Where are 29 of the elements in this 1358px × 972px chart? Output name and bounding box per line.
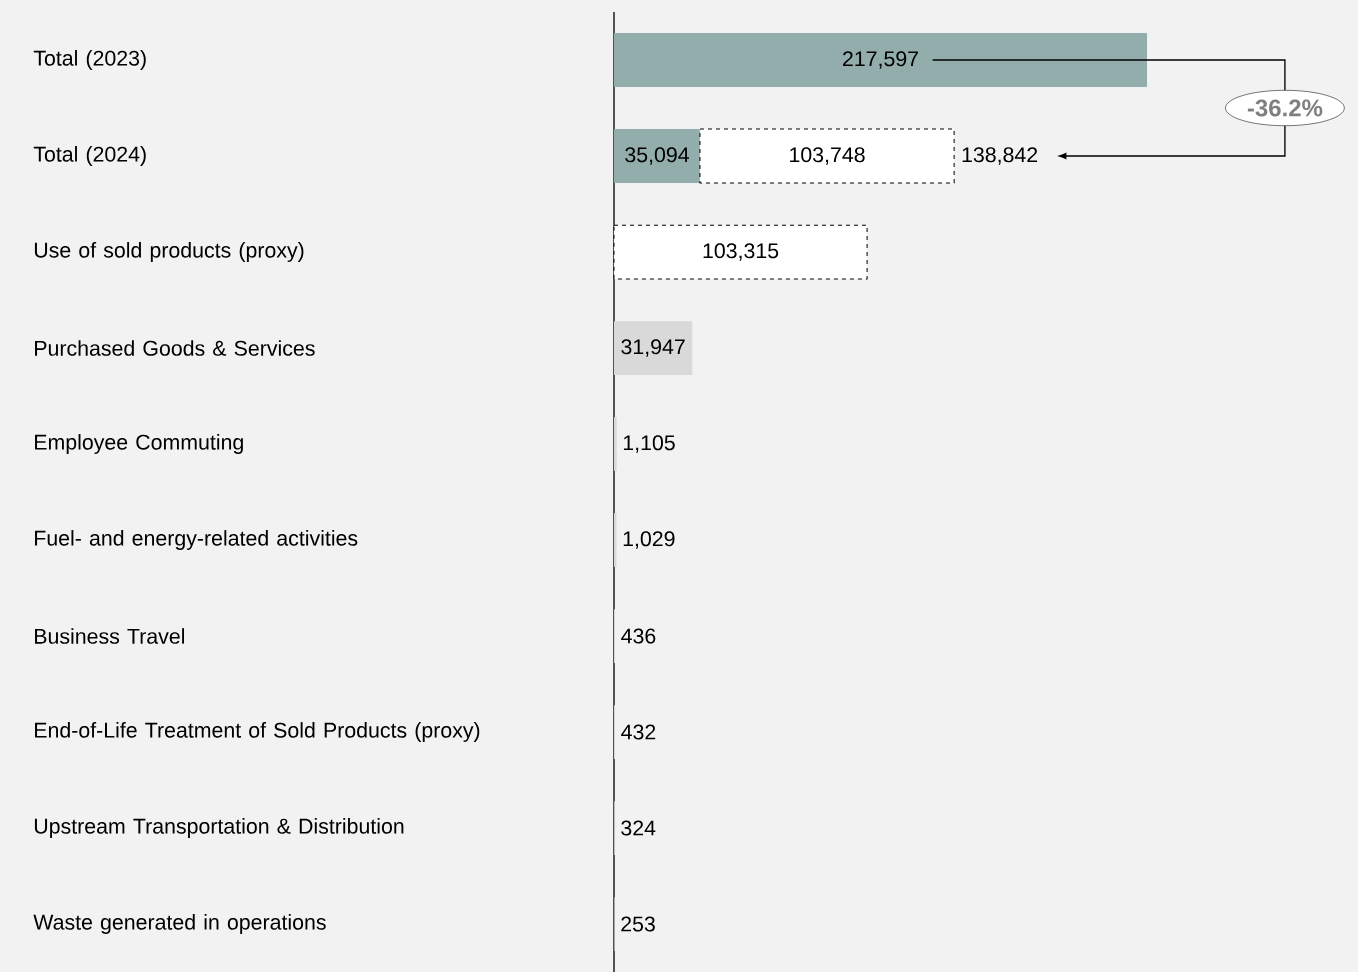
y-tick-label: End-of-Life Treatment of Sold Products (proxy)	[35, 722, 480, 742]
y-tick-label: Business Travel	[35, 628, 184, 644]
data-label: 31,947	[621, 339, 685, 357]
y-tick-label: Total (2024)	[33, 146, 146, 166]
text: -36.2%	[1247, 99, 1323, 117]
y-tick-label: Upstream Transportation & Distribution	[34, 818, 404, 838]
data-label: 1,105	[623, 435, 675, 453]
bar	[614, 513, 617, 567]
data-label: 35,094	[625, 147, 689, 165]
y-tick-label: Total (2023)	[33, 50, 146, 70]
data-label: 217,597	[843, 51, 918, 69]
data-label: 432	[621, 724, 656, 740]
data-label: 103,315	[703, 243, 779, 261]
bar	[614, 129, 700, 183]
annotation: 138,842	[962, 147, 1038, 165]
y-tick-label: Use of sold products (proxy)	[34, 242, 304, 262]
bar	[614, 33, 1148, 87]
data-label: 324	[621, 820, 656, 836]
bar	[614, 321, 693, 375]
y-tick-label: Fuel- and energy-related activities	[35, 530, 358, 550]
bar	[699, 128, 955, 184]
data-label: 253	[621, 916, 655, 932]
data-label: 103,748	[790, 147, 865, 165]
y-tick-label: Waste generated in operations	[33, 914, 326, 934]
data-label: 1,029	[623, 531, 675, 549]
y-tick-label: Employee Commuting	[35, 434, 243, 454]
data-label: 436	[621, 628, 656, 644]
bar	[614, 417, 617, 471]
y-tick-label: Purchased Goods & Services	[35, 340, 315, 356]
